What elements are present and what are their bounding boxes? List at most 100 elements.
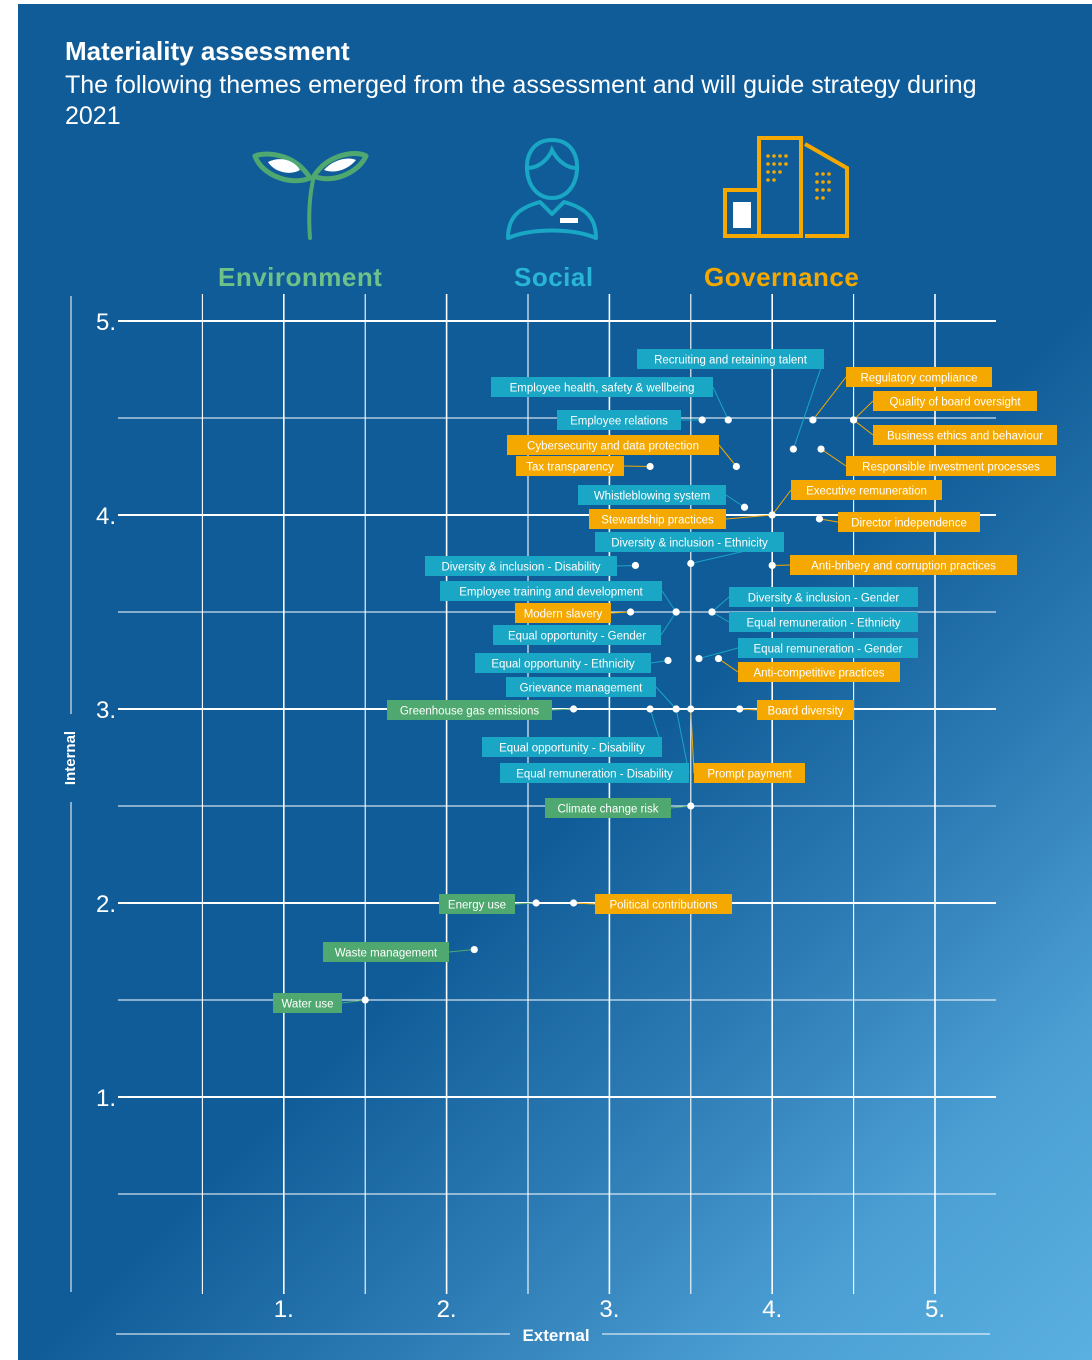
data-point [708,608,716,616]
leader-line [551,708,574,711]
label-box [323,942,449,962]
leader-line [812,376,847,421]
y-axis-label: Internal [62,731,79,785]
label-box [738,638,918,658]
label-box [637,349,824,369]
label-box [506,677,656,697]
point-label: Executive remuneration [806,486,927,498]
data-point [850,416,858,424]
leader-line [660,611,677,636]
x-tick-label: 1. [274,1296,294,1323]
label-box [846,367,992,387]
point-label: Whistleblowing system [594,491,710,503]
x-tick-label: 5. [925,1296,945,1323]
point-label: Employee health, safety & wellbeing [510,383,695,395]
x-tick-label: 4. [762,1296,782,1323]
y-tick-label: 4. [96,503,116,530]
point-label: Anti-bribery and corruption practices [811,561,996,573]
point-label: Energy use [448,900,506,912]
materiality-scatter-chart: External Internal 1. 2. 3. 4. 5. 1. 2. 3. 4. 5. Recr… [62,294,1057,1345]
label-box [790,555,1017,575]
leader-line [623,465,651,467]
label-box [694,763,805,783]
leader-line [718,658,739,673]
label-box [500,763,689,783]
data-point [361,996,369,1004]
point-label: Climate change risk [558,804,659,816]
data-point [698,416,706,424]
data-point [768,561,776,570]
point-label: Equal opportunity - Ethnicity [491,659,634,671]
page-subtitle: The following themes emerged from the as… [65,71,977,130]
data-point [736,705,744,713]
data-point [809,416,817,424]
category-social: Social [514,262,594,292]
point-label: Diversity & inclusion - Ethnicity [611,538,768,550]
label-box [578,485,726,505]
point-label: Tax transparency [526,462,614,474]
label-box [557,410,681,430]
leader-line [725,514,773,520]
point-label: Business ethics and behaviour [887,431,1043,443]
label-box [515,603,611,623]
leader-line [792,358,825,450]
leader-line [448,949,475,953]
y-tick-label: 2. [96,891,116,918]
label-box [729,587,918,607]
data-point [664,656,672,665]
point-label: Grievance management [520,683,644,695]
point-label: Employee relations [570,416,668,428]
y-tick-label: 3. [96,697,116,724]
point-label: Greenhouse gas emissions [400,706,540,718]
point-label: Board diversity [767,706,843,718]
point-label: Employee training and development [459,587,643,599]
label-box [757,700,854,720]
leader-line [718,444,737,467]
leader-line [725,494,745,508]
data-point [569,899,578,907]
point-label: Equal remuneration - Ethnicity [746,618,900,630]
category-governance: Governance [704,262,860,292]
label-box [475,653,651,673]
label-box [493,625,661,645]
leader-line [853,419,874,436]
point-label: Equal opportunity - Disability [499,743,645,755]
label-box [545,798,671,818]
data-point [631,561,640,570]
point-label: Equal remuneration - Disability [516,769,673,781]
leader-line [820,448,847,467]
data-point [532,899,540,907]
data-point [714,654,723,663]
label-box [439,894,515,914]
data-point [815,515,824,523]
leader-line [690,708,695,774]
data-point [470,945,478,954]
point-label: Modern slavery [524,609,603,621]
point-label: Cybersecurity and data protection [527,441,699,453]
category-environment: Environment [218,262,383,292]
point-label: Responsible investment processes [862,462,1040,474]
data-point [789,445,797,453]
point-label: Quality of board oversight [889,397,1021,409]
y-tick-label: 1. [96,1085,116,1112]
sprout-icon [252,151,369,240]
point-label: Political contributions [609,900,717,912]
point-label: Stewardship practices [601,515,714,527]
leader-line [853,400,874,421]
data-point [695,654,703,663]
leader-line [771,489,792,516]
point-label: Equal opportunity - Gender [508,631,646,643]
leader-line [711,596,730,613]
label-box [491,377,713,397]
point-label: Water use [282,999,334,1011]
label-box [440,581,662,601]
data-point [646,462,654,471]
label-box [595,532,784,552]
label-box [595,894,732,914]
data-point [732,462,740,471]
data-point [646,705,654,713]
point-label: Waste management [335,948,438,960]
label-box [273,993,342,1013]
label-box [482,737,662,757]
leader-line [698,647,739,660]
